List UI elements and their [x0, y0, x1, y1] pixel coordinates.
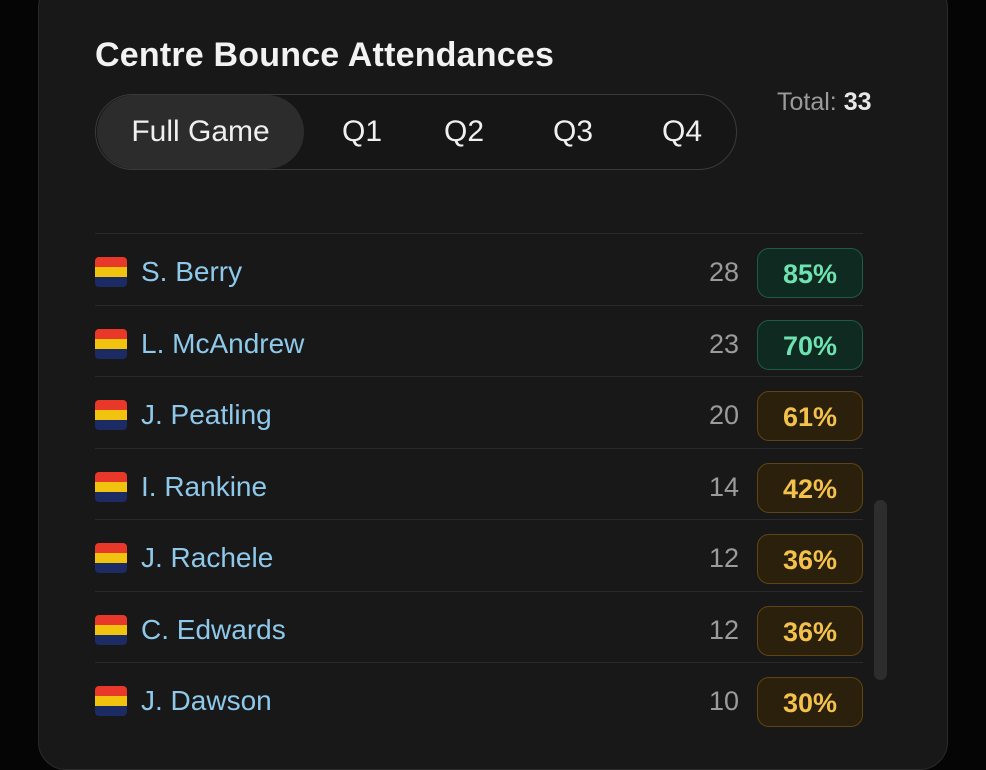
period-tabs: Full Game Q1 Q2 Q3 Q4 — [95, 94, 737, 170]
player-name[interactable]: J. Dawson — [141, 685, 272, 716]
tab-q4[interactable]: Q4 — [662, 115, 703, 148]
list-scrollbar[interactable] — [874, 500, 887, 680]
player-row[interactable]: L. McAndrew 23 70% — [95, 304, 863, 377]
player-name[interactable]: J. Rachele — [141, 542, 274, 573]
player-name[interactable]: I. Rankine — [141, 470, 268, 502]
attendance-percent-badge: 36% — [757, 534, 863, 584]
player-row[interactable]: J. Peatling 20 61% — [95, 376, 863, 448]
attendance-percent-badge: 61% — [757, 391, 863, 441]
player-name[interactable]: L. McAndrew — [141, 327, 305, 359]
attendance-count: 10 — [708, 686, 739, 716]
total-value: 33 — [843, 88, 872, 116]
attendance-count: 28 — [708, 257, 739, 287]
player-row[interactable]: J. Rachele 12 36% — [95, 519, 863, 591]
team-flag-icon — [95, 257, 127, 287]
panel-title: Centre Bounce Attendances — [95, 36, 555, 74]
team-flag-icon — [95, 543, 127, 573]
tab-q2[interactable]: Q2 — [444, 115, 485, 148]
attendance-percent-badge: 70% — [757, 319, 863, 370]
team-flag-icon — [95, 686, 127, 716]
team-flag-icon — [95, 328, 127, 359]
team-flag-icon — [95, 614, 127, 645]
attendance-percent-badge: 30% — [757, 677, 863, 727]
player-row[interactable]: C. Edwards 12 36% — [95, 590, 863, 663]
player-row[interactable]: J. Dawson 10 30% — [95, 662, 863, 734]
attendance-percent-badge: 42% — [757, 462, 863, 513]
team-flag-icon — [95, 400, 127, 430]
attendance-count: 12 — [708, 614, 739, 645]
player-row[interactable]: I. Rankine 14 42% — [95, 447, 863, 520]
total-summary: Total: 33 — [777, 88, 872, 117]
tab-q3[interactable]: Q3 — [553, 115, 594, 148]
attendance-count: 20 — [708, 400, 739, 430]
tab-full-game[interactable]: Full Game — [97, 95, 304, 169]
player-list: S. Berry 28 85% L. McAndrew 23 70% J. Peatling… — [95, 233, 863, 734]
attendance-count: 12 — [708, 543, 739, 573]
attendance-percent-badge: 36% — [757, 605, 863, 656]
player-name[interactable]: C. Edwards — [141, 613, 286, 645]
attendance-percent-badge: 85% — [757, 248, 863, 298]
team-flag-icon — [95, 471, 127, 502]
player-name[interactable]: S. Berry — [141, 256, 243, 287]
player-row[interactable]: S. Berry 28 85% — [95, 233, 863, 305]
tab-q1[interactable]: Q1 — [342, 115, 383, 148]
total-label: Total: — [777, 88, 837, 116]
attendance-count: 14 — [708, 471, 739, 502]
attendance-count: 23 — [708, 328, 739, 359]
player-name[interactable]: J. Peatling — [141, 399, 272, 430]
